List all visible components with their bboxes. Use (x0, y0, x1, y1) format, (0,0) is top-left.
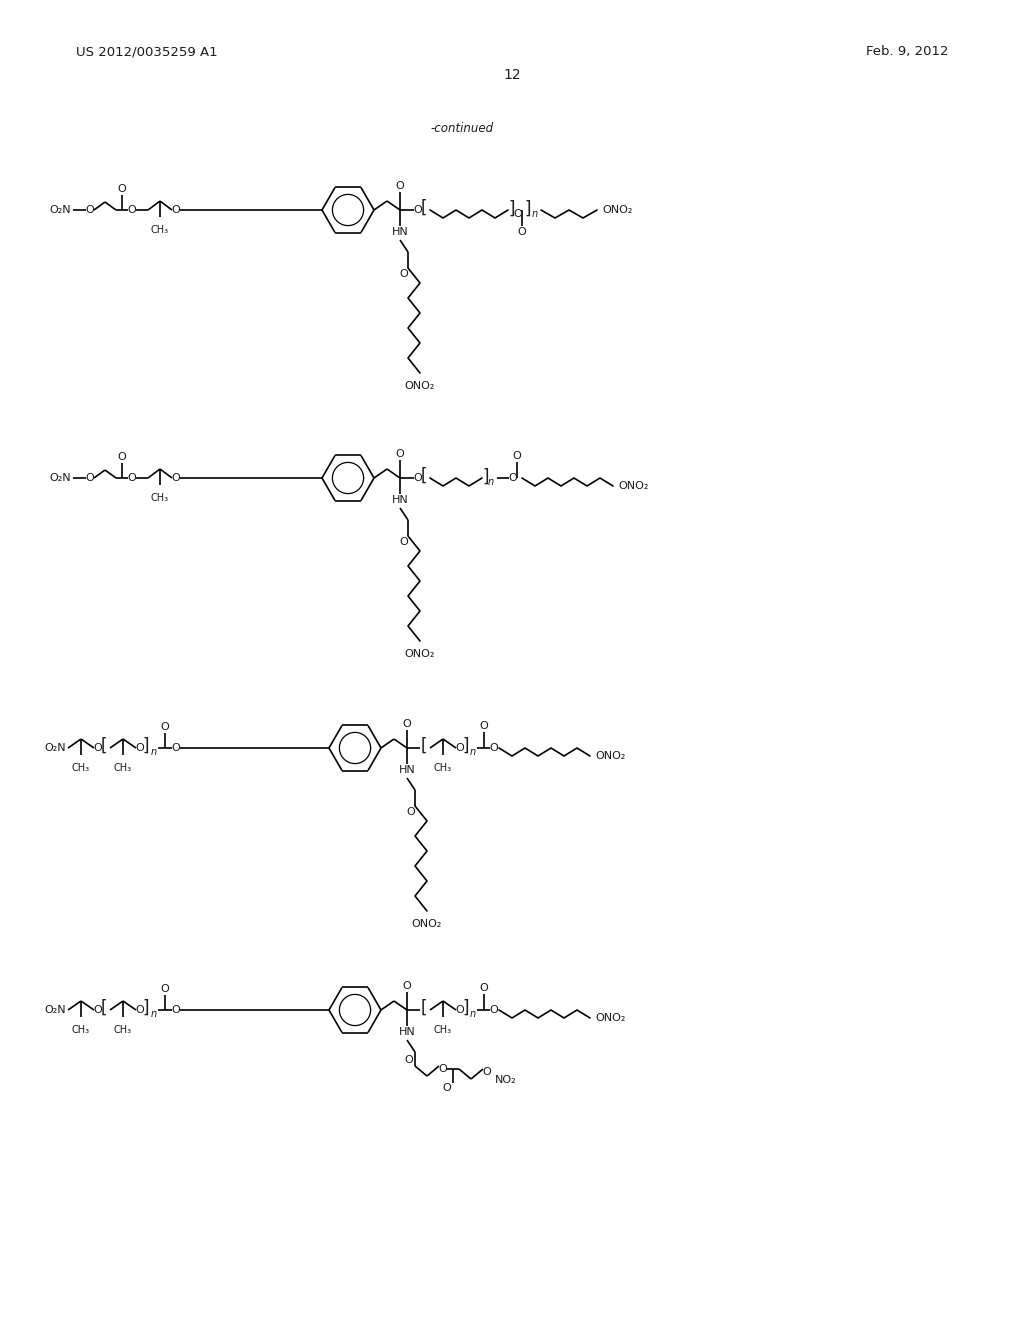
Text: O: O (404, 1055, 414, 1065)
Text: O: O (514, 209, 522, 219)
Text: ONO₂: ONO₂ (595, 1012, 626, 1023)
Text: HN: HN (398, 766, 416, 775)
Text: [: [ (421, 737, 427, 755)
Text: O: O (395, 181, 404, 191)
Text: ONO₂: ONO₂ (602, 205, 633, 215)
Text: O: O (93, 743, 102, 752)
Text: O: O (135, 743, 144, 752)
Text: O₂N: O₂N (44, 743, 66, 752)
Text: O: O (479, 983, 488, 993)
Text: CH₃: CH₃ (114, 1026, 132, 1035)
Text: CH₃: CH₃ (434, 1026, 452, 1035)
Text: ]: ] (524, 201, 531, 218)
Text: n: n (151, 1008, 157, 1019)
Text: ]: ] (142, 737, 150, 755)
Text: O: O (128, 205, 136, 215)
Text: n: n (470, 747, 476, 756)
Text: O: O (118, 451, 126, 462)
Text: HN: HN (391, 227, 409, 238)
Text: O: O (135, 1005, 144, 1015)
Text: O: O (86, 205, 94, 215)
Text: ONO₂: ONO₂ (404, 649, 435, 659)
Text: ]: ] (509, 201, 515, 218)
Text: [: [ (421, 999, 427, 1016)
Text: O: O (489, 743, 499, 752)
Text: O: O (128, 473, 136, 483)
Text: O: O (456, 743, 464, 752)
Text: O: O (402, 981, 412, 991)
Text: O: O (172, 1005, 180, 1015)
Text: [: [ (100, 999, 108, 1016)
Text: O: O (414, 205, 422, 215)
Text: O: O (161, 983, 169, 994)
Text: O: O (399, 269, 409, 279)
Text: [: [ (100, 737, 108, 755)
Text: ONO₂: ONO₂ (404, 381, 435, 391)
Text: n: n (151, 747, 157, 756)
Text: O: O (172, 205, 180, 215)
Text: ONO₂: ONO₂ (595, 751, 626, 762)
Text: O₂N: O₂N (49, 473, 71, 483)
Text: ONO₂: ONO₂ (412, 919, 442, 929)
Text: CH₃: CH₃ (72, 1026, 90, 1035)
Text: ONO₂: ONO₂ (618, 480, 648, 491)
Text: ]: ] (142, 999, 150, 1016)
Text: O: O (86, 473, 94, 483)
Text: US 2012/0035259 A1: US 2012/0035259 A1 (76, 45, 218, 58)
Text: ]: ] (463, 737, 469, 755)
Text: n: n (470, 1008, 476, 1019)
Text: CH₃: CH₃ (72, 763, 90, 774)
Text: O: O (517, 227, 526, 238)
Text: O: O (509, 473, 517, 483)
Text: ]: ] (482, 469, 489, 486)
Text: n: n (531, 209, 538, 219)
Text: O: O (118, 183, 126, 194)
Text: HN: HN (398, 1027, 416, 1038)
Text: 12: 12 (503, 69, 521, 82)
Text: O: O (172, 473, 180, 483)
Text: O: O (482, 1067, 492, 1077)
Text: CH₃: CH₃ (151, 224, 169, 235)
Text: O: O (489, 1005, 499, 1015)
Text: n: n (488, 477, 494, 487)
Text: O: O (456, 1005, 464, 1015)
Text: -continued: -continued (430, 121, 494, 135)
Text: O₂N: O₂N (44, 1005, 66, 1015)
Text: O: O (513, 451, 521, 461)
Text: ]: ] (463, 999, 469, 1016)
Text: O: O (161, 722, 169, 733)
Text: NO₂: NO₂ (495, 1074, 517, 1085)
Text: O: O (479, 721, 488, 731)
Text: O₂N: O₂N (49, 205, 71, 215)
Text: O: O (395, 449, 404, 459)
Text: HN: HN (391, 495, 409, 506)
Text: O: O (172, 743, 180, 752)
Text: CH₃: CH₃ (434, 763, 452, 774)
Text: O: O (414, 473, 422, 483)
Text: [: [ (421, 467, 427, 484)
Text: O: O (93, 1005, 102, 1015)
Text: O: O (438, 1064, 447, 1074)
Text: O: O (399, 537, 409, 546)
Text: Feb. 9, 2012: Feb. 9, 2012 (865, 45, 948, 58)
Text: O: O (442, 1082, 452, 1093)
Text: CH₃: CH₃ (114, 763, 132, 774)
Text: O: O (402, 719, 412, 729)
Text: O: O (407, 807, 416, 817)
Text: CH₃: CH₃ (151, 492, 169, 503)
Text: [: [ (421, 199, 427, 216)
